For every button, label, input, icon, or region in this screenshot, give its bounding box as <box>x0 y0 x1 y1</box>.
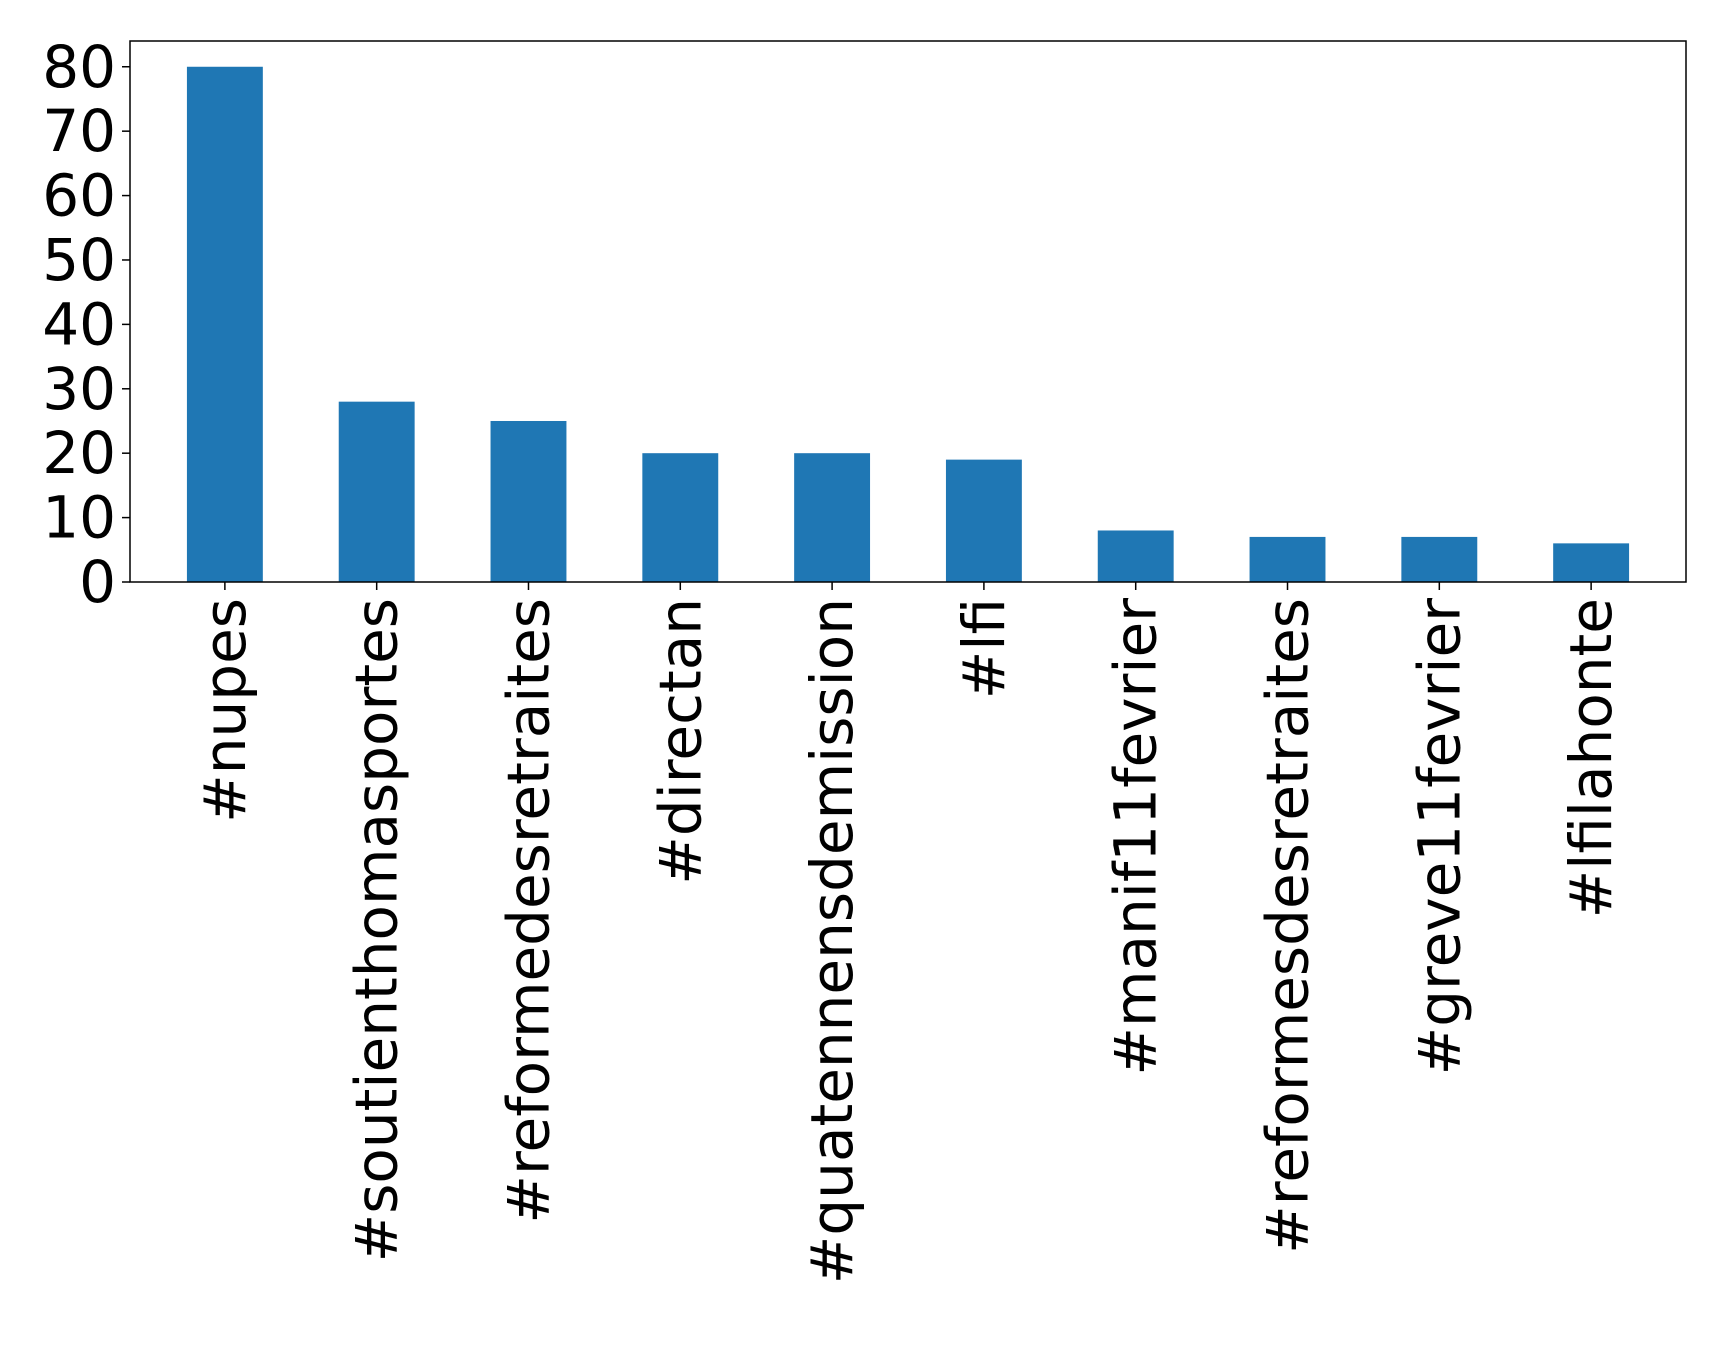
bar-reformedesretraites <box>490 420 567 582</box>
y-tick-label: 10 <box>42 484 116 552</box>
y-tick-label: 70 <box>42 97 116 165</box>
y-tick-label: 0 <box>79 548 116 616</box>
y-tick-label: 50 <box>42 226 116 294</box>
bar-manif11fevrier <box>1097 530 1174 582</box>
x-tick-label: #nupes <box>191 598 259 823</box>
y-tick-label: 20 <box>42 419 116 487</box>
bar-soutienthomasportes <box>338 401 415 582</box>
bar-directan <box>642 453 719 582</box>
x-axis: #nupes #soutienthomasportes #reformedesret… <box>191 582 1625 1284</box>
x-tick-label: #reformedesretraites <box>494 598 562 1224</box>
bars-group <box>186 66 1630 582</box>
bar-lfilahonte <box>1553 543 1630 582</box>
bar-quatennensdemission <box>794 453 871 582</box>
x-tick-label: #quatennensdemission <box>798 598 866 1284</box>
bar-reformesdesretraites <box>1249 536 1326 582</box>
x-tick-label: #directan <box>646 598 714 885</box>
plot-frame <box>129 40 1687 583</box>
y-tick-label: 60 <box>42 162 116 230</box>
x-tick-label: #reformesdesretraites <box>1254 598 1322 1254</box>
x-tick-label: #manif11fevrier <box>1102 598 1170 1076</box>
x-tick-label: #soutienthomasportes <box>343 598 411 1262</box>
bar-lfi <box>945 459 1022 582</box>
y-tick-label: 40 <box>42 290 116 358</box>
x-tick-label: #greve11fevrier <box>1405 598 1473 1076</box>
y-tick-label: 30 <box>42 355 116 423</box>
x-tick-label: #lfi <box>950 598 1018 699</box>
bar-greve11fevrier <box>1401 536 1478 582</box>
x-tick-label: #lfilahonte <box>1557 598 1625 918</box>
y-tick-label: 80 <box>42 33 116 101</box>
bar-nupes <box>186 66 263 582</box>
